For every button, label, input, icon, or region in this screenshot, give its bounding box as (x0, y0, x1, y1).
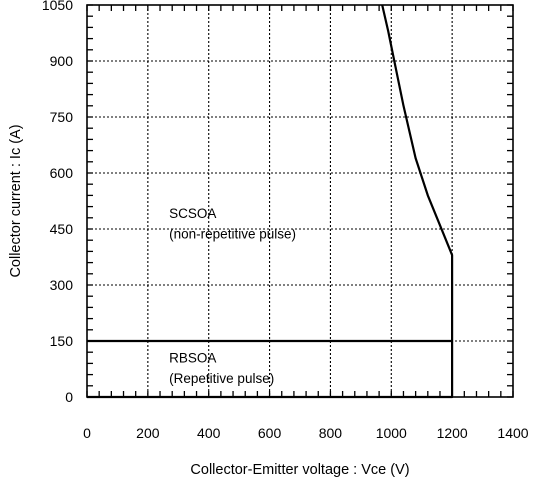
y-tick-label: 450 (50, 221, 74, 237)
x-tick-label: 800 (319, 425, 343, 441)
plot-frame (86, 4, 514, 398)
x-tick-label: 0 (83, 425, 91, 441)
y-tick-label: 900 (50, 53, 74, 69)
y-tick-label: 0 (65, 389, 73, 405)
x-tick-labels: 0 200 400 600 800 1000 1200 1400 (83, 425, 529, 441)
series-layer (87, 4, 454, 399)
x-tick-label: 1400 (497, 425, 528, 441)
y-tick-label: 150 (50, 333, 74, 349)
y-tick-label: 750 (50, 109, 74, 125)
plot-background (87, 5, 513, 397)
x-tick-label: 1000 (376, 425, 407, 441)
x-tick-label: 1200 (437, 425, 468, 441)
x-tick-label: 600 (258, 425, 282, 441)
x-axis-title: Collector-Emitter voltage : Vce (V) (190, 462, 409, 478)
y-tick-label: 1050 (42, 0, 73, 13)
series-line-scsoa (87, 4, 454, 399)
annotation-label: (Repetitive pulse) (169, 371, 274, 386)
x-tick-label: 200 (136, 425, 160, 441)
annotation-label: SCSOA (169, 206, 216, 221)
annotations: SCSOA (non-repetitive pulse) RBSOA (Repetit… (169, 206, 296, 386)
x-tick-label: 400 (197, 425, 221, 441)
y-tick-label: 600 (50, 165, 74, 181)
annotation-label: RBSOA (169, 350, 216, 365)
y-tick-labels: 0 150 300 450 600 750 900 1050 (42, 0, 73, 405)
y-tick-label: 300 (50, 277, 74, 293)
y-axis-title: Collector current : Ic (A) (8, 124, 24, 277)
annotation-label: (non-repetitive pulse) (169, 226, 296, 241)
